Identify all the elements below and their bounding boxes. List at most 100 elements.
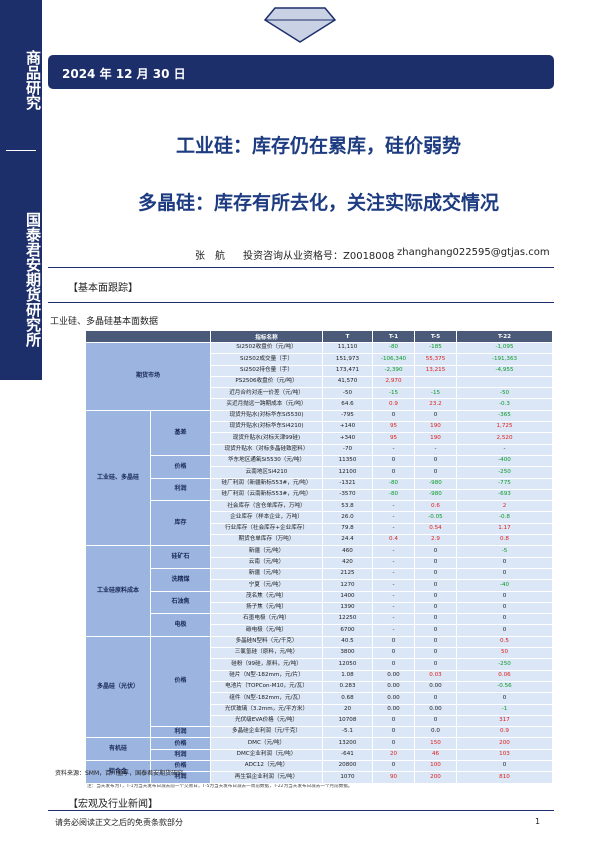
value-cell: 55,375 (414, 353, 457, 366)
indicator-cell: 新疆（元/吨） (210, 567, 323, 581)
rule (48, 810, 554, 811)
table-row: 光伏级EVA价格（元/吨） 10708 0 0 317 (86, 714, 553, 728)
subgroup-cell: 库存 (150, 500, 211, 547)
sidebar-top: 商品研究 (24, 50, 42, 110)
value-cell: 0 (414, 556, 457, 569)
section-heading: 【基本面跟踪】 (68, 283, 138, 294)
indicator-cell: 多晶硅N型料（元/千克） (210, 635, 323, 649)
table-row: 工业硅原料成本 硅矿石 新疆（元/吨） 460-0 -5 (85, 545, 553, 637)
indicator-cell: DMC（元/吨） (210, 737, 323, 750)
table-row: 期货仓单库存（万吨） 24.4 0.4 2.9 0.8 (86, 534, 553, 547)
value-cell: 0 (414, 692, 457, 705)
indicator-cell: DMC企业利润（元/吨） (210, 748, 323, 761)
value-cell: -5.1 (322, 726, 373, 739)
indicator-cell: Si2502成交量（手） (210, 353, 323, 366)
value-cell: 0 (414, 658, 457, 671)
value-cell: -80 (372, 477, 415, 490)
value-cell: 3800 (322, 647, 373, 660)
value-cell: 0 (414, 601, 457, 615)
indicator-cell: 期货仓单库存（万吨） (210, 534, 323, 547)
indicator-cell: 社会库存（含仓单库存，万吨） (210, 500, 323, 513)
indicator-cell: 现货升贴水（对标多晶硅致密料） (210, 443, 323, 456)
value-cell: -250 (456, 466, 553, 479)
value-cell: 0.00 (372, 669, 415, 682)
value-cell: 190 (414, 421, 457, 434)
value-cell: -80 (372, 341, 415, 355)
indicator-cell: Si2502持仓量（手） (210, 364, 323, 377)
value-cell: 2125 (322, 567, 373, 581)
value-cell: 40.5 (322, 635, 373, 649)
value-cell: 0.283 (322, 680, 373, 694)
value-cell: 200 (456, 737, 553, 750)
value-cell: 0 (372, 737, 415, 750)
value-cell: 0 (456, 759, 553, 773)
value-cell: -980 (414, 477, 457, 490)
value-cell: 11350 (322, 454, 373, 468)
value-cell: -4,955 (456, 364, 553, 377)
group-cell: 多晶硅（光伏） (85, 635, 151, 739)
value-cell: 0.00 (372, 680, 415, 694)
value-cell: 173,471 (322, 364, 373, 377)
value-cell: 0 (414, 635, 457, 649)
value-cell: 0 (372, 759, 415, 773)
value-cell: -365 (456, 409, 553, 423)
value-cell: -0.05 (414, 511, 457, 524)
indicator-cell: 宁夏（元/吨） (210, 579, 323, 592)
table-row: 石油焦 茂名焦（元/吨） 1400-0 0 (86, 590, 553, 615)
header-cell: 指标名称 (210, 330, 323, 343)
value-cell: 0.00 (372, 703, 415, 716)
value-cell: 151,973 (322, 353, 373, 366)
author-license: 投资咨询从业资格号：Z0018008 (243, 251, 395, 262)
value-cell: 46 (414, 748, 457, 761)
group-cell: 工业硅、多晶硅 (85, 409, 151, 547)
logo (263, 7, 337, 43)
header-cell: T-5 (414, 330, 457, 343)
value-cell: 0.68 (322, 692, 373, 705)
indicator-cell: 华东地区通氧Si5530（元/吨） (210, 454, 323, 468)
value-cell: 0 (372, 647, 415, 660)
value-cell: 0.03 (414, 669, 457, 682)
subgroup-cell: 利润 (150, 726, 211, 739)
indicator-cell: 硅厂利润（新疆新标553#，元/吨） (210, 477, 323, 490)
value-cell: -1321 (322, 477, 373, 490)
value-cell: -106,340 (372, 353, 415, 366)
indicator-cell: 现货升贴水(对标华东Si5530) (210, 409, 323, 423)
value-cell: - (372, 522, 415, 536)
indicator-cell: 云南（元/吨） (210, 556, 323, 569)
table-row: 利润 多晶硅企业利润（元/千克） -5.1 0 0.0 0.9 (86, 726, 553, 739)
value-cell: 0.54 (414, 522, 457, 536)
value-cell: 0 (414, 647, 457, 660)
value-cell: +140 (322, 421, 373, 434)
table-row: 宁夏（元/吨） 1270-0 -40 (86, 579, 553, 592)
value-cell: - (372, 601, 415, 615)
value-cell: - (372, 613, 415, 626)
value-cell: 95 (372, 432, 415, 445)
header-row: 指标名称 T T-1 T-5 T-22 (85, 330, 553, 343)
value-cell: 2 (456, 500, 553, 513)
value-cell: 0 (456, 556, 553, 569)
value-cell: - (372, 545, 415, 558)
indicator-cell: 碳电极（元/吨） (210, 624, 323, 637)
value-cell: 50 (456, 647, 553, 660)
value-cell: 11,110 (322, 341, 373, 355)
value-cell: -775 (456, 477, 553, 490)
indicator-cell: 硅厂利润（云南新标553#，元/吨） (210, 488, 323, 502)
value-cell: -250 (456, 658, 553, 671)
value-cell: -185 (414, 341, 457, 355)
value-cell: - (372, 500, 415, 513)
value-cell: -1,095 (456, 341, 553, 355)
value-cell: -40 (456, 579, 553, 592)
value-cell: 460 (322, 545, 373, 558)
header-cell: T-22 (456, 330, 553, 343)
indicator-cell: 近月合约对连一价差（元/吨） (210, 387, 323, 400)
value-cell: 0 (414, 579, 457, 592)
value-cell: -50 (322, 387, 373, 400)
date: 2024 年 12 月 30 日 (62, 67, 186, 81)
value-cell: 420 (322, 556, 373, 569)
indicator-cell: 企业库存（样本企业，万吨） (210, 511, 323, 524)
indicator-cell: 茂名焦（元/吨） (210, 590, 323, 603)
value-cell: -15 (372, 387, 415, 400)
value-cell: 0 (372, 635, 415, 649)
value-cell: - (372, 443, 415, 456)
value-cell: -70 (322, 443, 373, 456)
